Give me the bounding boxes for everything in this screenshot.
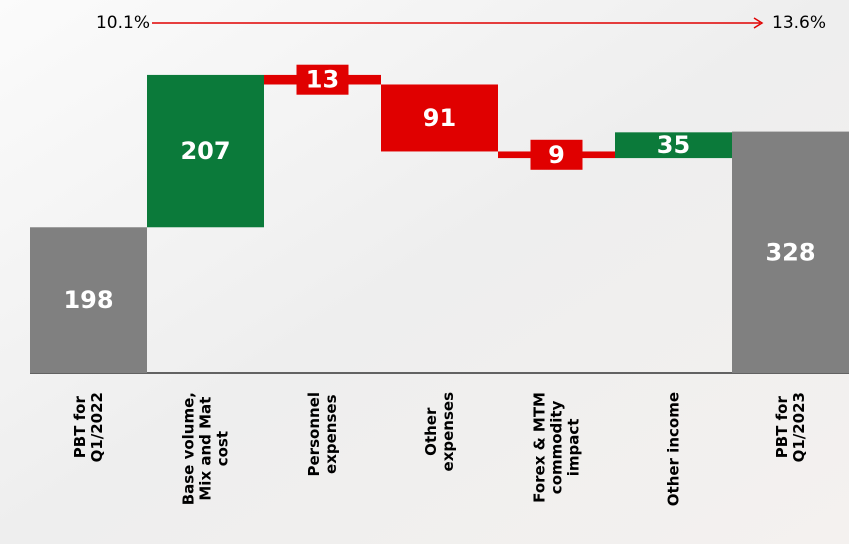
bar bbox=[615, 132, 732, 159]
x-tick-label: PBT forQ1/2023 bbox=[773, 392, 808, 462]
label-box bbox=[530, 139, 583, 170]
end-margin: 13.6% bbox=[772, 13, 826, 33]
bar bbox=[147, 74, 264, 228]
value-label: 207 bbox=[180, 137, 230, 165]
x-tick-label: PBT forQ1/2022 bbox=[71, 392, 106, 462]
x-tick-label: Otherexpenses bbox=[422, 392, 457, 472]
x-tick-label: Other income bbox=[664, 392, 682, 506]
value-label: 328 bbox=[765, 238, 815, 266]
value-label: 13 bbox=[306, 66, 339, 94]
margin-arrow-head bbox=[753, 17, 764, 29]
label-box bbox=[296, 64, 349, 95]
value-label: 91 bbox=[423, 104, 456, 132]
value-label: 9 bbox=[548, 141, 565, 169]
bar bbox=[30, 227, 147, 373]
x-tick-label: Base volume,Mix and Matcost bbox=[179, 392, 231, 505]
bar bbox=[381, 84, 498, 152]
x-tick-label: Forex & MTMcommodityimpact bbox=[530, 392, 582, 503]
value-label: 198 bbox=[63, 286, 113, 314]
start-margin: 10.1% bbox=[96, 13, 150, 33]
bar bbox=[732, 131, 849, 373]
value-label: 35 bbox=[657, 131, 690, 159]
x-tick-label: Personnelexpenses bbox=[305, 392, 340, 476]
